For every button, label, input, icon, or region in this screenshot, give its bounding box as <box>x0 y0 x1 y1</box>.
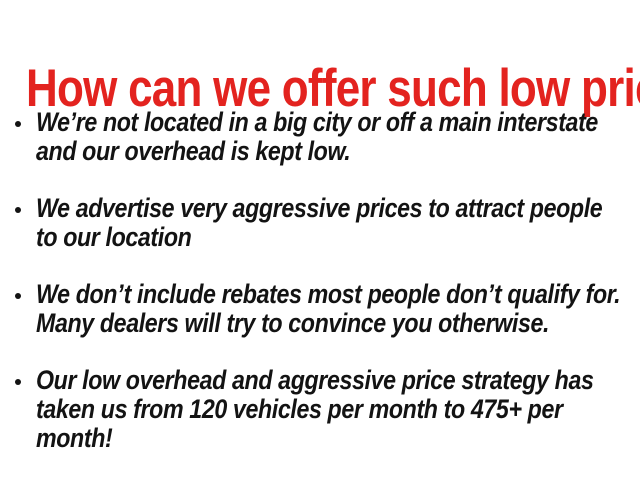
list-item: We’re not located in a big city or off a… <box>0 108 640 166</box>
bullet-text: We’re not located in a big city or off a… <box>36 107 598 166</box>
list-item: We don’t include rebates most people don… <box>0 280 640 338</box>
list-item: We advertise very aggressive prices to a… <box>0 194 640 252</box>
bullet-text: We advertise very aggressive prices to a… <box>36 193 603 252</box>
bullet-dot-icon <box>15 293 21 299</box>
bullet-text: We don’t include rebates most people don… <box>36 279 621 338</box>
bullet-dot-icon <box>15 379 21 385</box>
bullet-dot-icon <box>15 207 21 213</box>
bullet-dot-icon <box>15 121 21 127</box>
bullet-text: Our low overhead and aggressive price st… <box>36 365 594 453</box>
bullet-list: We’re not located in a big city or off a… <box>0 108 640 481</box>
list-item: Our low overhead and aggressive price st… <box>0 366 640 453</box>
